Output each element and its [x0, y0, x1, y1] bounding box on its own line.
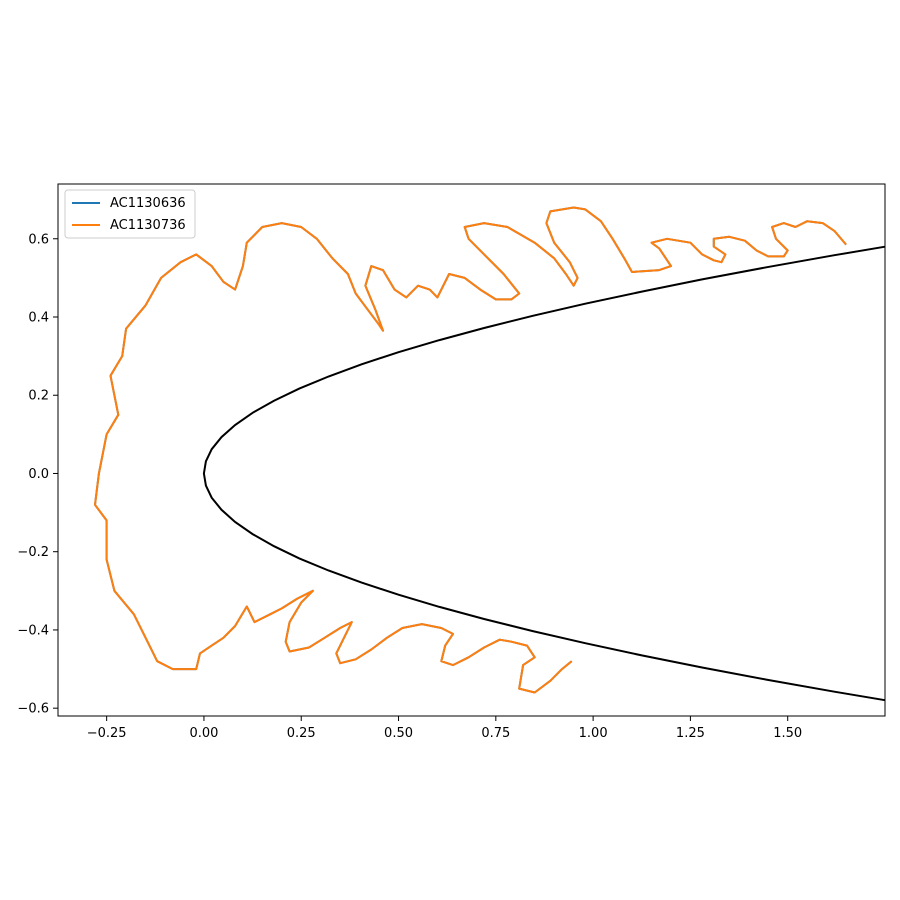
x-tick-label: −0.25 — [87, 726, 127, 741]
y-tick-label: −0.4 — [17, 623, 49, 638]
legend-label-series-1: AC1130636 — [110, 196, 186, 211]
x-tick-label: 0.00 — [189, 726, 218, 741]
y-tick-label: 0.4 — [28, 311, 49, 326]
y-tick-label: −0.6 — [17, 702, 49, 717]
series-line-2 — [94, 206, 847, 694]
x-tick-label: 1.25 — [676, 726, 705, 741]
x-tick-label: 1.00 — [579, 726, 608, 741]
y-tick-label: −0.2 — [17, 545, 49, 560]
reference-curve — [202, 245, 886, 702]
x-tick-label: 0.25 — [287, 726, 316, 741]
plot-frame — [57, 183, 886, 717]
y-tick-label: 0.2 — [28, 389, 49, 404]
x-tick-label: 0.50 — [384, 726, 413, 741]
y-tick-label: 0.6 — [28, 232, 49, 247]
series-layer — [94, 206, 847, 694]
legend-label-series-2: AC1130736 — [110, 218, 186, 233]
y-axis: −0.6 −0.4 −0.2 0.0 0.2 0.4 0.6 — [17, 232, 58, 717]
y-tick-label: 0.0 — [28, 467, 49, 482]
x-tick-label: 1.50 — [773, 726, 802, 741]
x-axis: −0.25 0.00 0.25 0.50 0.75 1.00 1.25 1.50 — [87, 716, 802, 741]
x-tick-label: 0.75 — [481, 726, 510, 741]
reference-curve-layer — [202, 245, 886, 702]
legend: AC1130636 AC1130736 — [64, 189, 196, 239]
plot-area — [58, 184, 885, 716]
